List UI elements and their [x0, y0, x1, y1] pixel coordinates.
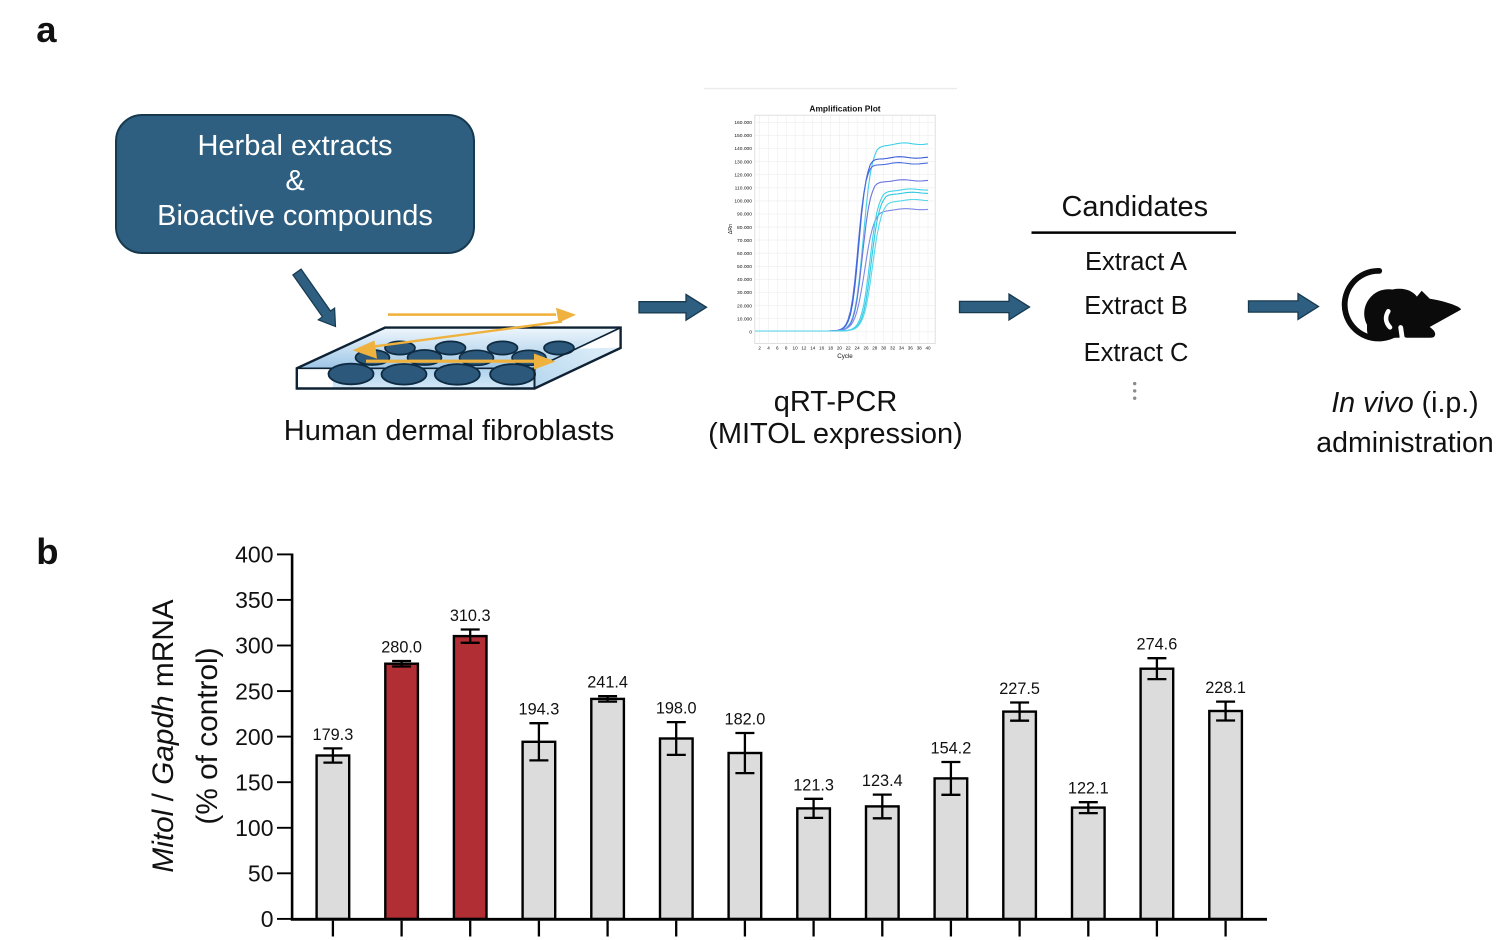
svg-text:179.3: 179.3 — [313, 726, 354, 744]
svg-text:310.3: 310.3 — [450, 607, 491, 625]
svg-text:8: 8 — [785, 346, 788, 351]
svg-text:50: 50 — [248, 861, 274, 887]
svg-text:16: 16 — [819, 346, 825, 351]
svg-text:12: 12 — [801, 346, 807, 351]
svg-text:34: 34 — [899, 346, 905, 351]
svg-text:30.000: 30.000 — [737, 290, 752, 296]
svg-text:227.5: 227.5 — [999, 680, 1040, 698]
svg-text:30: 30 — [881, 346, 887, 351]
svg-text:18: 18 — [828, 346, 834, 351]
svg-text:50.000: 50.000 — [737, 264, 752, 270]
svg-text:150: 150 — [235, 769, 273, 795]
svg-text:0: 0 — [749, 330, 752, 336]
svg-text:22: 22 — [846, 346, 852, 351]
svg-text:10.000: 10.000 — [737, 316, 752, 322]
svg-text:80.000: 80.000 — [737, 225, 752, 231]
svg-text:26: 26 — [863, 346, 869, 351]
svg-text:0: 0 — [261, 906, 274, 932]
svg-text:6: 6 — [776, 346, 779, 351]
svg-text:24: 24 — [855, 346, 861, 351]
svg-text:90.000: 90.000 — [737, 212, 752, 218]
svg-text:120.000: 120.000 — [734, 172, 752, 178]
svg-text:70.000: 70.000 — [737, 238, 752, 244]
svg-text:241.4: 241.4 — [587, 674, 628, 692]
svg-text:200: 200 — [235, 724, 273, 750]
svg-text:198.0: 198.0 — [656, 700, 697, 718]
svg-text:250: 250 — [235, 678, 273, 704]
svg-text:14: 14 — [810, 346, 816, 351]
svg-text:400: 400 — [235, 542, 273, 568]
svg-text:110.000: 110.000 — [735, 186, 753, 192]
svg-text:154.2: 154.2 — [931, 740, 972, 758]
svg-text:20: 20 — [837, 346, 843, 351]
svg-text:194.3: 194.3 — [519, 701, 560, 719]
svg-text:38: 38 — [917, 346, 923, 351]
svg-text:28: 28 — [872, 346, 878, 351]
svg-text:182.0: 182.0 — [725, 711, 766, 729]
svg-text:20.000: 20.000 — [737, 303, 752, 309]
svg-text:150.000: 150.000 — [734, 133, 752, 139]
svg-text:350: 350 — [235, 587, 273, 613]
svg-text:2: 2 — [758, 346, 761, 351]
svg-text:Cycle: Cycle — [837, 353, 853, 360]
svg-text:100: 100 — [235, 815, 273, 841]
svg-text:40: 40 — [925, 346, 931, 351]
svg-text:Amplification Plot: Amplification Plot — [809, 104, 880, 114]
svg-text:32: 32 — [890, 346, 896, 351]
svg-text:130.000: 130.000 — [734, 159, 752, 165]
svg-text:300: 300 — [235, 633, 273, 659]
svg-text:228.1: 228.1 — [1205, 679, 1246, 697]
svg-text:10: 10 — [793, 346, 799, 351]
svg-text:40.000: 40.000 — [737, 277, 752, 283]
svg-text:100.000: 100.000 — [734, 199, 752, 205]
svg-text:280.0: 280.0 — [381, 639, 422, 657]
svg-text:60.000: 60.000 — [737, 251, 752, 257]
svg-text:140.000: 140.000 — [734, 146, 752, 152]
svg-text:36: 36 — [908, 346, 914, 351]
svg-text:274.6: 274.6 — [1137, 636, 1178, 654]
svg-text:123.4: 123.4 — [862, 772, 903, 790]
svg-text:121.3: 121.3 — [793, 776, 834, 794]
svg-text:4: 4 — [767, 346, 770, 351]
svg-text:122.1: 122.1 — [1068, 780, 1109, 798]
svg-text:ΔRn: ΔRn — [728, 224, 734, 234]
svg-text:160.000: 160.000 — [734, 120, 752, 126]
